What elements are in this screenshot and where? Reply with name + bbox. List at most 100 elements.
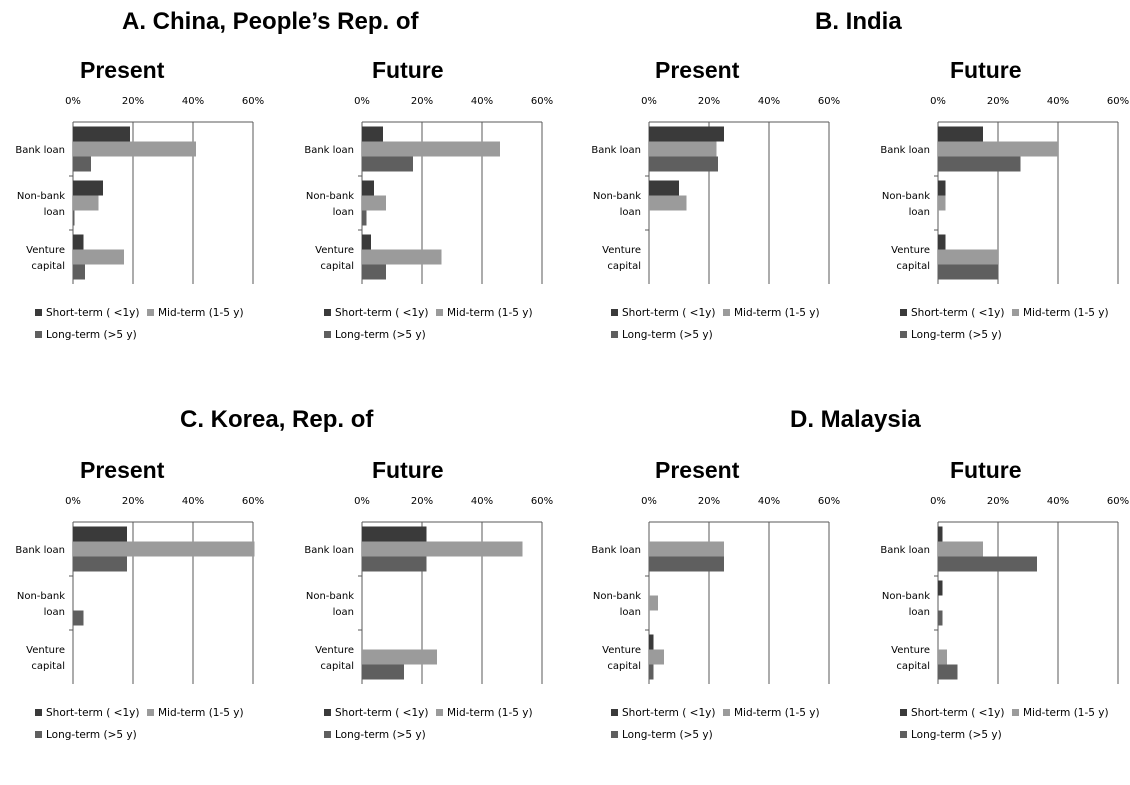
bar-mid-term bbox=[362, 249, 442, 265]
bar-short-term bbox=[362, 126, 383, 142]
bar-mid-term bbox=[649, 541, 724, 557]
category-label: Bank loan bbox=[591, 145, 641, 156]
legend-label-short-term: Short-term ( <1y) bbox=[911, 307, 1004, 319]
legend-swatch-long-term bbox=[324, 731, 331, 738]
legend-swatch-long-term bbox=[35, 331, 42, 338]
legend-label-mid-term: Mid-term (1-5 y) bbox=[734, 307, 820, 319]
bar-long-term bbox=[362, 210, 367, 226]
category-label: Venture capital bbox=[315, 245, 354, 272]
legend-swatch-long-term bbox=[611, 731, 618, 738]
legend-swatch-mid-term bbox=[1012, 709, 1019, 716]
legend-label-mid-term: Mid-term (1-5 y) bbox=[447, 307, 533, 319]
bar-mid-term bbox=[73, 141, 196, 157]
bar-long-term bbox=[649, 664, 654, 680]
legend-swatch-long-term bbox=[900, 731, 907, 738]
category-label: Non-bank loan bbox=[593, 191, 641, 218]
x-tick-label: 0% bbox=[930, 496, 946, 507]
section-title-china: A. China, People’s Rep. of bbox=[122, 8, 419, 35]
bar-mid-term bbox=[73, 541, 255, 557]
bar-long-term bbox=[73, 610, 84, 626]
bar-short-term bbox=[362, 180, 374, 196]
category-label: Bank loan bbox=[15, 545, 65, 556]
legend-swatch-long-term bbox=[35, 731, 42, 738]
legend-swatch-mid-term bbox=[436, 309, 443, 316]
x-tick-label: 20% bbox=[411, 496, 433, 507]
bar-long-term bbox=[938, 664, 958, 680]
x-tick-label: 60% bbox=[1107, 96, 1129, 107]
x-tick-label: 60% bbox=[818, 96, 840, 107]
bar-short-term bbox=[73, 526, 127, 542]
x-tick-label: 0% bbox=[354, 96, 370, 107]
bar-mid-term bbox=[649, 195, 687, 211]
bar-long-term bbox=[938, 156, 1021, 172]
legend-label-short-term: Short-term ( <1y) bbox=[46, 307, 139, 319]
legend-label-long-term: Long-term (>5 y) bbox=[335, 329, 426, 341]
category-label: Non-bank loan bbox=[593, 591, 641, 618]
legend-label-short-term: Short-term ( <1y) bbox=[622, 307, 715, 319]
category-label: Venture capital bbox=[891, 645, 930, 672]
legend-swatch-mid-term bbox=[1012, 309, 1019, 316]
x-tick-label: 40% bbox=[182, 496, 204, 507]
panel-title-present: Present bbox=[655, 457, 740, 483]
legend-label-mid-term: Mid-term (1-5 y) bbox=[734, 707, 820, 719]
x-tick-label: 40% bbox=[758, 496, 780, 507]
bar-long-term bbox=[362, 156, 413, 172]
bar-long-term bbox=[362, 664, 404, 680]
category-label: Non-bank loan bbox=[306, 591, 354, 618]
legend-label-short-term: Short-term ( <1y) bbox=[46, 707, 139, 719]
panel-title-future: Future bbox=[950, 457, 1022, 483]
bar-chart-c-future: 0% 20% 40% 60% Bank loan Non-bank loan Venture c… bbox=[304, 496, 553, 741]
legend-label-long-term: Long-term (>5 y) bbox=[911, 329, 1002, 341]
category-label: Bank loan bbox=[304, 145, 354, 156]
x-tick-label: 40% bbox=[1047, 496, 1069, 507]
legend-swatch-short-term bbox=[35, 309, 42, 316]
legend-swatch-long-term bbox=[611, 331, 618, 338]
bar-short-term bbox=[649, 634, 654, 650]
legend-swatch-short-term bbox=[900, 309, 907, 316]
x-tick-label: 0% bbox=[65, 96, 81, 107]
bar-long-term bbox=[73, 210, 75, 226]
bar-chart-a-future: 0% 20% 40% 60% Bank loan Non-bank loan Venture c… bbox=[304, 96, 553, 341]
category-label: Bank loan bbox=[880, 545, 930, 556]
bar-chart-d-present: 0% 20% 40% 60% Bank loan Non-bank loan Venture c… bbox=[591, 496, 840, 741]
bar-mid-term bbox=[362, 141, 500, 157]
legend-label-long-term: Long-term (>5 y) bbox=[335, 729, 426, 741]
bar-long-term bbox=[73, 556, 127, 572]
category-label: Non-bank loan bbox=[882, 591, 930, 618]
legend-swatch-long-term bbox=[324, 331, 331, 338]
panel-title-present: Present bbox=[655, 57, 740, 83]
legend-swatch-short-term bbox=[611, 709, 618, 716]
x-tick-label: 20% bbox=[411, 96, 433, 107]
bar-chart-c-present: 0% 20% 40% 60% Bank loan Non-bank loan Venture c… bbox=[15, 496, 264, 741]
bar-short-term bbox=[938, 126, 983, 142]
category-label: Venture capital bbox=[315, 645, 354, 672]
legend-swatch-short-term bbox=[324, 709, 331, 716]
bar-short-term bbox=[938, 580, 943, 596]
x-tick-label: 0% bbox=[641, 96, 657, 107]
bar-short-term bbox=[938, 526, 943, 542]
x-tick-label: 60% bbox=[818, 496, 840, 507]
category-label: Venture capital bbox=[602, 645, 641, 672]
panel-title-present: Present bbox=[80, 457, 165, 483]
category-label: Bank loan bbox=[15, 145, 65, 156]
panel-title-future: Future bbox=[372, 57, 444, 83]
bar-mid-term bbox=[649, 649, 664, 665]
legend-label-long-term: Long-term (>5 y) bbox=[622, 329, 713, 341]
x-tick-label: 40% bbox=[758, 96, 780, 107]
x-tick-label: 20% bbox=[122, 96, 144, 107]
category-label: Venture capital bbox=[602, 245, 641, 272]
bar-mid-term bbox=[938, 649, 947, 665]
bar-short-term bbox=[73, 180, 103, 196]
x-tick-label: 40% bbox=[471, 496, 493, 507]
category-label: Bank loan bbox=[304, 545, 354, 556]
bar-long-term bbox=[938, 264, 998, 280]
bar-short-term bbox=[362, 526, 427, 542]
x-tick-label: 0% bbox=[641, 496, 657, 507]
bar-long-term bbox=[938, 610, 943, 626]
section-title-india: B. India bbox=[815, 8, 902, 35]
legend-swatch-long-term bbox=[900, 331, 907, 338]
bar-mid-term bbox=[938, 141, 1058, 157]
legend-swatch-mid-term bbox=[436, 709, 443, 716]
category-label: Bank loan bbox=[591, 545, 641, 556]
bar-short-term bbox=[649, 126, 724, 142]
